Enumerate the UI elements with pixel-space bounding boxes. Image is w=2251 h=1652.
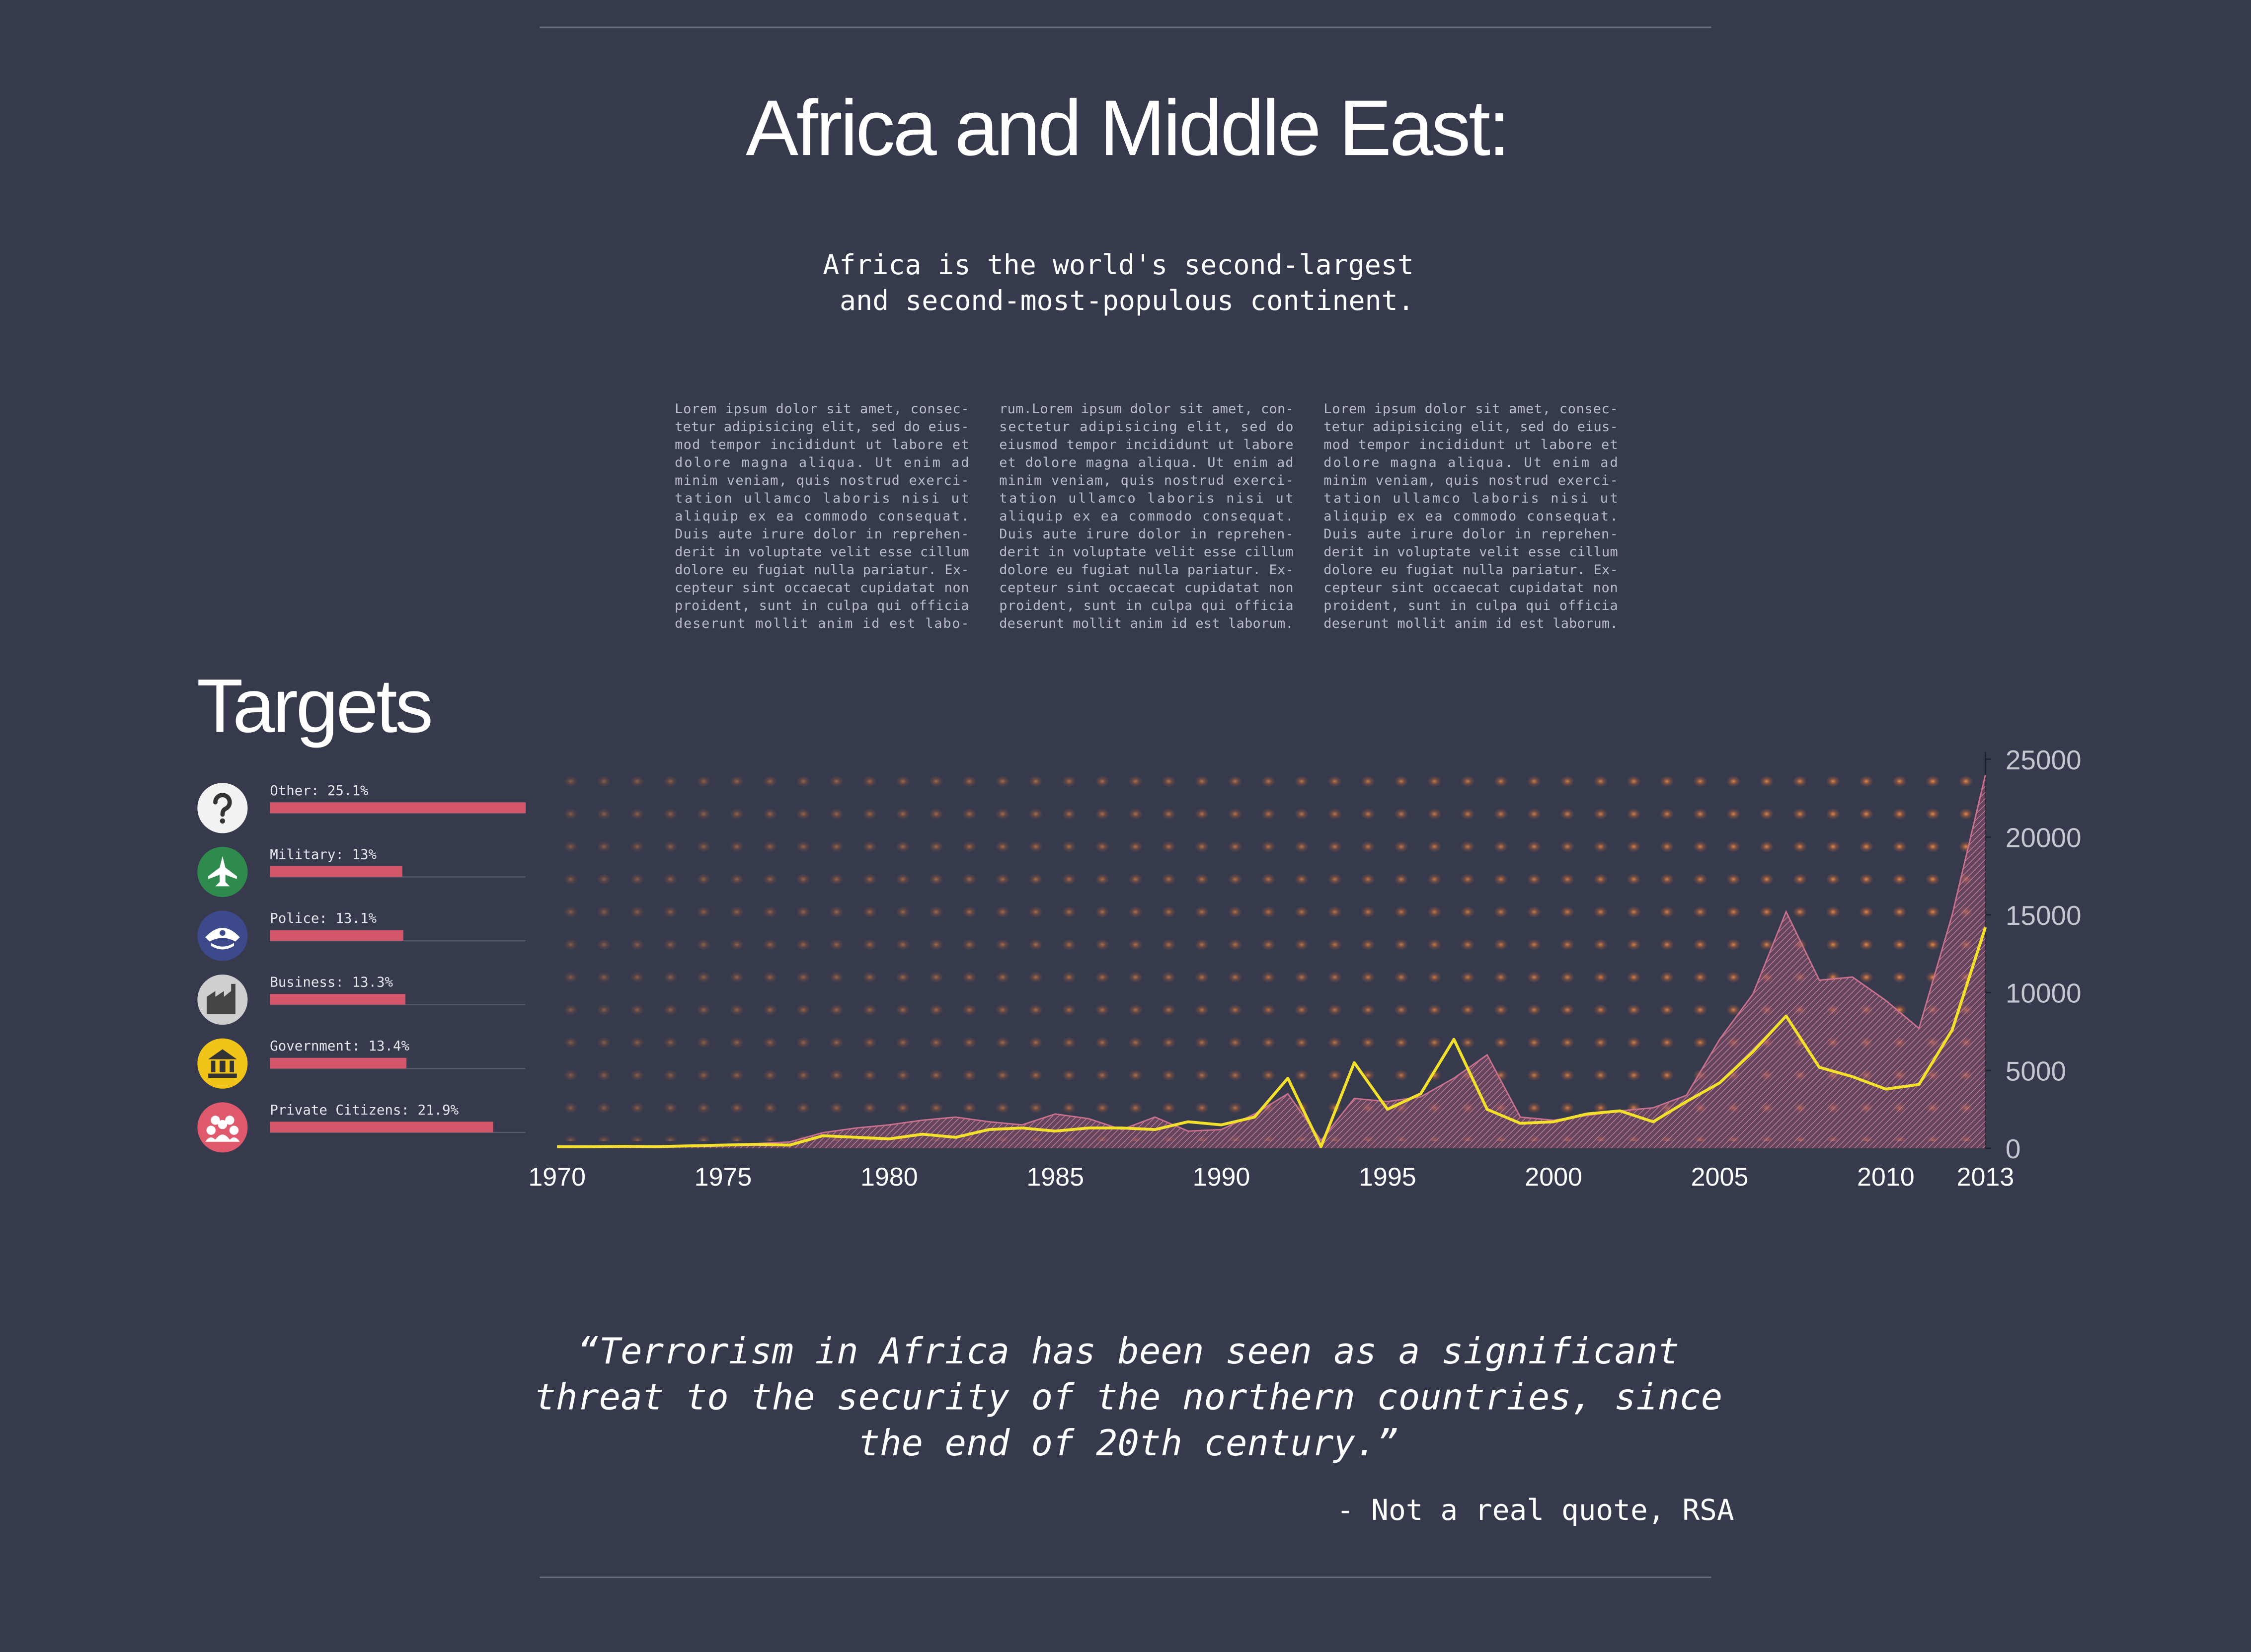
quote: “Terrorism in Africa has been seen as a … <box>577 1331 1679 1372</box>
body-text: deserunt mollit anim id est laborum. <box>999 616 1293 631</box>
y-tick-label: 10000 <box>2006 978 2082 1009</box>
area-fill <box>557 774 1986 1148</box>
body-text: derit in voluptate velit esse cillum <box>1323 544 1618 560</box>
glyph <box>218 1120 228 1129</box>
body-text: Lorem ipsum dolor sit amet, consec- <box>1323 401 1618 417</box>
glyph <box>211 1116 220 1125</box>
body-text: eiusmod tempor incididunt ut labore <box>999 437 1293 452</box>
target-label: Private Citizens: 21.9% <box>270 1103 459 1118</box>
body-text: tetur adipisicing elit, sed do eius- <box>1323 419 1618 435</box>
glyph <box>220 818 226 824</box>
bar <box>270 994 406 1005</box>
y-tick-label: 25000 <box>2006 745 2082 775</box>
line <box>557 927 1987 1148</box>
subtitle: Africa is the world's second-largest <box>823 249 1414 281</box>
x-tick-label: 2005 <box>1691 1163 1749 1192</box>
x-tick-label: 2000 <box>1525 1163 1582 1192</box>
body-text: mod tempor incididunt ut labore et <box>1323 437 1618 452</box>
x-tick-label: 1975 <box>695 1163 752 1192</box>
subtitle: and second-most-populous continent. <box>840 285 1414 316</box>
body-text: minim veniam, quis nostrud exerci- <box>1323 473 1618 488</box>
body-text: Duis aute irure dolor in reprehen- <box>675 526 969 542</box>
body-text: proident, sunt in culpa qui officia <box>1323 598 1618 613</box>
x-tick-label: 1990 <box>1193 1163 1250 1192</box>
body-text: et dolore magna aliqua. Ut enim ad <box>999 455 1293 470</box>
area-outline <box>557 774 1986 1148</box>
x-tick-label: 1980 <box>860 1163 918 1192</box>
body-text: cepteur sint occaecat cupidatat non <box>675 580 969 596</box>
glyph <box>220 930 226 936</box>
x-tick-label: 1995 <box>1359 1163 1416 1192</box>
bar <box>270 1057 407 1069</box>
body-text: derit in voluptate velit esse cillum <box>999 544 1293 560</box>
bar <box>270 930 404 941</box>
target-icon <box>197 783 248 833</box>
x-tick-label: 2010 <box>1857 1163 1915 1192</box>
body-text: rum.Lorem ipsum dolor sit amet, con- <box>999 401 1293 417</box>
body-text: tetur adipisicing elit, sed do eius- <box>675 419 969 435</box>
y-tick-label: 5000 <box>2006 1055 2066 1086</box>
x-tick-label: 1970 <box>528 1163 586 1192</box>
body-text: Duis aute irure dolor in reprehen- <box>1323 526 1618 542</box>
icon-glyph <box>208 856 237 887</box>
body-text: dolore eu fugiat nulla pariatur. Ex- <box>1323 562 1618 578</box>
body-text: proident, sunt in culpa qui officia <box>675 598 969 613</box>
body-text: Duis aute irure dolor in reprehen- <box>999 526 1293 542</box>
icon-glyph <box>213 793 232 824</box>
body-text: dolore eu fugiat nulla pariatur. Ex- <box>675 562 969 578</box>
body-text: mod tempor incididunt ut labore et <box>675 437 969 452</box>
trend-chart: 0 5000 10000 15000 20000 25000 1970 1975 1980 198… <box>528 745 2081 1192</box>
target-label: Other: 25.1% <box>270 783 369 799</box>
body-text: dolore eu fugiat nulla pariatur. Ex- <box>999 562 1293 578</box>
bar <box>270 1122 493 1132</box>
body-text: deserunt mollit anim id est labo- <box>675 616 969 631</box>
icon-glyph <box>208 1049 237 1078</box>
glyph <box>208 1049 237 1078</box>
bar <box>270 802 526 813</box>
target-label: Police: 13.1% <box>270 911 377 926</box>
glyph <box>205 928 240 950</box>
body-text: Lorem ipsum dolor sit amet, consec- <box>675 401 969 417</box>
title: Africa and Middle East: <box>746 83 1508 172</box>
target-label: Military: 13% <box>270 847 377 862</box>
glyph <box>213 793 232 817</box>
y-tick-label: 0 <box>2006 1133 2021 1164</box>
x-tick-label: 2013 <box>1957 1163 2015 1192</box>
target-label: Business: 13.3% <box>270 975 393 990</box>
glyph <box>225 1116 234 1125</box>
x-tick-label: 1985 <box>1026 1163 1084 1192</box>
bar <box>270 866 402 877</box>
icon-glyph <box>205 1116 240 1142</box>
target-label: Government: 13.4% <box>270 1039 409 1054</box>
body-text: deserunt mollit anim id est laborum. <box>1323 616 1618 631</box>
body-text: sectetur adipisicing elit, sed do <box>999 419 1293 435</box>
body-text: dolore magna aliqua. Ut enim ad <box>675 455 969 470</box>
attribution: - Not a real quote, RSA <box>1337 1493 1734 1527</box>
glyph <box>207 983 235 1014</box>
glyph <box>208 856 237 887</box>
body-text: proident, sunt in culpa qui officia <box>999 598 1293 613</box>
body-text: dolore magna aliqua. Ut enim ad <box>1323 455 1618 470</box>
targets-chart: Other: 25.1% Military: 13% Police: 13.1% Bu… <box>197 783 526 1153</box>
icon-glyph <box>207 983 235 1014</box>
y-tick-label: 20000 <box>2006 822 2082 853</box>
body-text: derit in voluptate velit esse cillum <box>675 544 969 560</box>
glyph <box>206 1126 216 1135</box>
quote: the end of 20th century.” <box>858 1423 1398 1464</box>
quote: threat to the security of the northern c… <box>534 1377 1722 1419</box>
body-text: minim veniam, quis nostrud exerci- <box>675 473 969 488</box>
body-text: cepteur sint occaecat cupidatat non <box>999 580 1293 596</box>
icon-glyph <box>205 928 240 950</box>
glyph <box>229 1126 239 1135</box>
body-text: minim veniam, quis nostrud exerci- <box>999 473 1293 488</box>
glyph <box>205 1134 240 1142</box>
y-tick-label: 15000 <box>2006 900 2082 931</box>
body-text: cepteur sint occaecat cupidatat non <box>1323 580 1618 596</box>
targets-title: Targets <box>197 664 431 749</box>
